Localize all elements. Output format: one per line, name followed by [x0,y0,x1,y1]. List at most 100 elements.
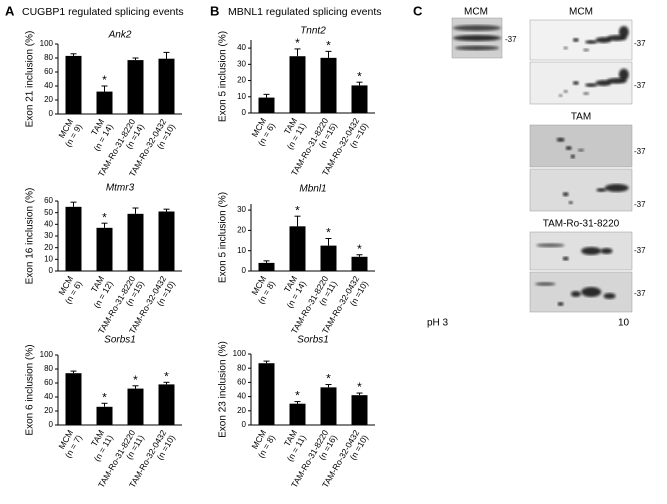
blot-spot [596,188,607,192]
category-label: TAM(n = 11) [282,116,308,151]
blot-spot [455,45,499,51]
blot-spot [558,94,563,98]
chart-title: Sorbs1 [104,335,136,346]
blot-spot [562,192,569,197]
y-axis-label: Exon 5 inclusion (%) [218,192,229,283]
blot-spot [603,293,616,299]
y-tick-label: 0 [49,266,54,275]
blot-spot [572,38,579,42]
chart-title: Ank2 [108,30,132,41]
category-label: MCM(n = 9) [56,117,84,148]
significance-star: * [133,373,138,387]
panel-label: A [5,3,15,18]
chart-title: Mtmr3 [106,183,135,194]
y-axis-label: Exon 21 inclusion (%) [25,31,36,128]
significance-star: * [102,73,107,87]
bar [96,227,113,271]
panel-title: MBNL1 regulated splicing events [228,6,382,18]
significance-star: * [102,210,107,224]
blot-spot [557,302,564,306]
significance-star: * [357,380,362,394]
marker-label: -37 [634,81,646,90]
category-label: MCM(n = 6) [249,116,277,147]
y-axis-label: Exon 6 inclusion (%) [25,344,36,435]
category-label: MCM(n = 8) [249,274,277,305]
y-tick-label: 20 [237,406,246,415]
bar [96,91,113,114]
y-axis-label: Exon 16 inclusion (%) [25,188,36,285]
blot-spot [581,247,602,255]
panel-title: CUGBP1 regulated splicing events [22,6,184,18]
y-tick-label: 30 [237,59,246,68]
bar [258,363,275,425]
bar [289,403,306,425]
y-tick-label: 60 [237,378,246,387]
y-tick-label: 40 [44,81,53,90]
bar [65,55,82,114]
y-tick-label: 40 [44,392,53,401]
y-tick-label: 30 [44,231,53,240]
significance-star: * [295,389,300,403]
y-tick-label: 0 [49,420,54,429]
ph-label: 10 [618,318,630,329]
y-tick-label: 10 [237,92,246,101]
blot-spot [536,243,565,248]
blot-spot [600,248,613,254]
blot-spot [453,35,501,41]
y-tick-label: 20 [44,406,53,415]
significance-star: * [357,69,362,83]
blot-label: MCM [569,7,593,18]
blot-label: MCM [464,7,488,18]
significance-star: * [295,36,300,50]
bar [127,60,144,114]
ph-label: pH 3 [427,318,449,329]
blot-spot [563,46,568,50]
bar [65,206,82,271]
blot-spot [585,83,598,88]
blot [529,231,633,271]
y-tick-label: 50 [44,208,53,217]
y-tick-label: 100 [233,349,247,358]
bar [289,56,306,113]
significance-star: * [164,369,169,383]
y-tick-label: 0 [242,108,247,117]
marker-label: -37 [634,246,646,255]
marker-label: -37 [634,39,646,48]
panel-label: C [413,3,423,18]
blot-spot [556,137,565,142]
bar [289,226,306,271]
blot-spot [578,148,584,152]
bar [351,395,368,425]
marker-label: -37 [634,289,646,298]
y-tick-label: 60 [44,196,53,205]
y-tick-label: 20 [44,95,53,104]
blot-spot [563,89,568,93]
blot-spot [570,154,575,159]
blot [529,124,633,168]
bar [351,85,368,113]
chart-title: Sorbs1 [297,335,329,346]
y-tick-label: 40 [237,43,246,52]
significance-star: * [295,203,300,217]
category-label: MCM(n = 8) [249,428,277,459]
y-tick-label: 0 [242,420,247,429]
category-label: TAM(n = 11) [282,428,308,463]
marker-label: -37 [634,200,646,209]
significance-star: * [357,242,362,256]
bar [127,213,144,271]
y-tick-label: 20 [44,243,53,252]
y-tick-label: 100 [40,350,54,359]
bar [351,256,368,271]
blot-label: TAM [571,112,591,123]
bar [320,387,337,425]
y-tick-label: 10 [237,246,246,255]
significance-star: * [326,226,331,240]
blot-spot [535,282,556,286]
chart-title: Mbnl1 [299,184,326,195]
category-label: MCM(n = 7) [56,428,84,459]
marker-label: -37 [634,147,646,156]
bar [320,245,337,271]
y-axis-label: Exon 5 inclusion (%) [218,31,229,122]
bar [96,406,113,425]
